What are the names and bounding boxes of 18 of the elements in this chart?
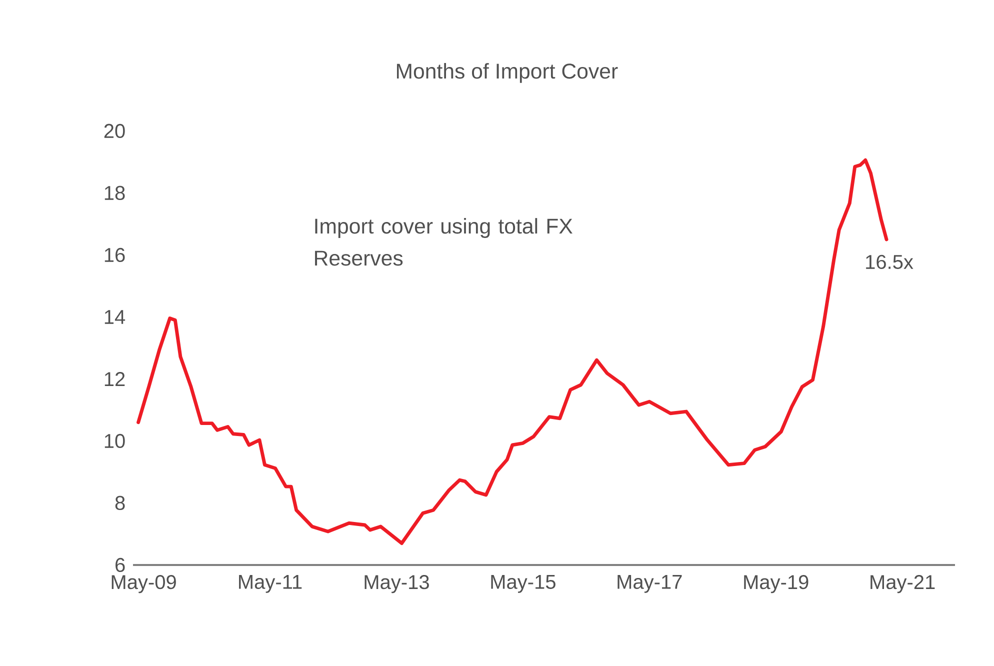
x-tick-label: May-21 bbox=[870, 575, 935, 594]
y-tick-label: 10 bbox=[104, 434, 125, 448]
chart-title: Months of Import Cover bbox=[396, 63, 618, 83]
annotation: Import cover using total FX Reserves bbox=[315, 218, 572, 266]
y-tick-label: 20 bbox=[104, 124, 125, 138]
x-tick-label: May-15 bbox=[491, 575, 556, 593]
x-tick-label: May-17 bbox=[618, 575, 682, 593]
y-tick-label: 8 bbox=[115, 496, 125, 510]
x-tick-label: May-09 bbox=[112, 575, 176, 594]
y-tick-label: 6 bbox=[116, 558, 125, 572]
x-tick-label: May-19 bbox=[744, 575, 808, 594]
annotation: 16.5x bbox=[866, 254, 914, 270]
y-tick-label: 14 bbox=[104, 310, 126, 324]
x-tick-label: May-11 bbox=[239, 575, 302, 593]
y-tick-label: 16 bbox=[104, 248, 125, 262]
y-tick-label: 12 bbox=[104, 372, 125, 386]
y-tick-label: 18 bbox=[104, 186, 125, 200]
x-tick-label: May-13 bbox=[364, 575, 429, 594]
